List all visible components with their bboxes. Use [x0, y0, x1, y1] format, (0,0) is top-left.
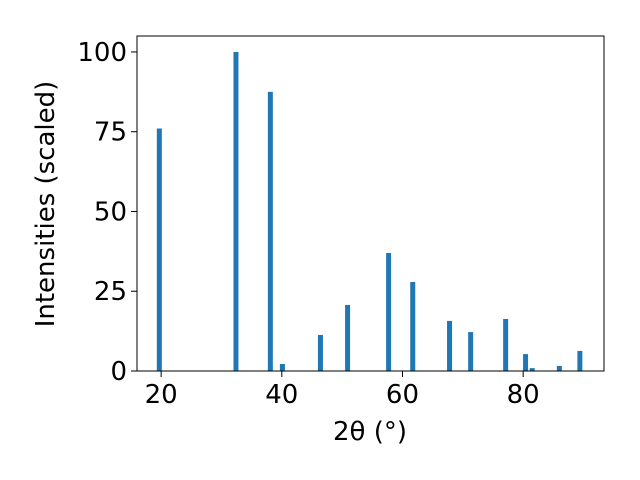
y-tick-label: 50 — [94, 197, 127, 227]
y-tick-label: 0 — [110, 357, 127, 387]
bar — [156, 128, 162, 371]
bar — [279, 363, 285, 371]
bar — [317, 334, 323, 371]
x-tick-label: 80 — [507, 380, 540, 410]
bar — [410, 281, 416, 371]
bar — [556, 365, 562, 371]
y-axis-label: Intensities (scaled) — [31, 81, 61, 328]
bar — [447, 320, 453, 371]
y-tick-label: 100 — [77, 38, 127, 68]
bar — [523, 354, 529, 371]
bar — [468, 332, 474, 371]
bar — [233, 51, 239, 371]
plot-frame — [136, 35, 605, 372]
x-tick-label: 40 — [265, 380, 298, 410]
x-tick-label: 20 — [145, 380, 178, 410]
bar — [267, 91, 273, 371]
x-tick-label: 60 — [386, 380, 419, 410]
y-tick-label: 75 — [94, 118, 127, 148]
y-tick-label: 25 — [94, 277, 127, 307]
x-axis-label: 2θ (°) — [333, 417, 407, 447]
bar — [577, 350, 583, 371]
bar — [345, 304, 351, 371]
bar — [386, 252, 392, 371]
bar — [529, 368, 535, 371]
bar — [503, 318, 509, 371]
